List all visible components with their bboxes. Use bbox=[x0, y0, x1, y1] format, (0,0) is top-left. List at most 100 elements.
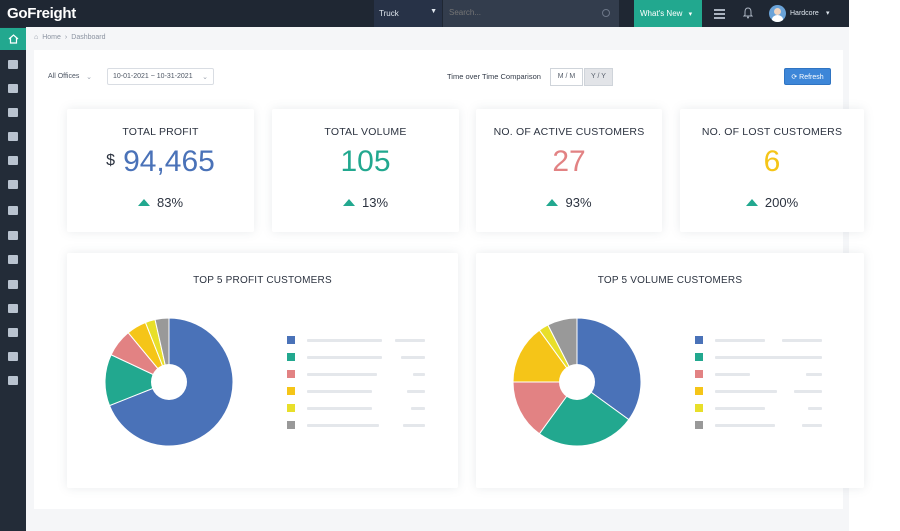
kpi-change-value: 200% bbox=[764, 195, 799, 210]
legend-label-placeholder bbox=[307, 339, 382, 342]
sidebar-item-links[interactable] bbox=[0, 369, 26, 391]
avatar[interactable] bbox=[769, 5, 786, 22]
pie-slice[interactable] bbox=[538, 381, 630, 447]
legend-label-placeholder bbox=[715, 356, 785, 359]
breadcrumb-current: Dashboard bbox=[71, 34, 106, 41]
legend-swatch bbox=[695, 336, 703, 344]
legend-item[interactable] bbox=[287, 404, 435, 413]
legend-item[interactable] bbox=[287, 353, 435, 362]
year-over-year-toggle[interactable]: Y / Y bbox=[584, 68, 613, 86]
kpi-value: 105 bbox=[272, 145, 459, 179]
chevron-down-icon: ▼ bbox=[430, 8, 437, 15]
legend-label-placeholder bbox=[715, 407, 765, 410]
legend-label-placeholder bbox=[307, 424, 379, 427]
legend-item[interactable] bbox=[695, 336, 832, 345]
kpi-value: 27 bbox=[476, 145, 662, 179]
legend-item[interactable] bbox=[695, 404, 832, 413]
legend-value-placeholder bbox=[794, 390, 822, 393]
up-triangle-icon bbox=[137, 199, 150, 206]
legend-swatch bbox=[287, 387, 295, 395]
sidebar-item-accounting[interactable] bbox=[0, 224, 26, 246]
kpi-title: NO. OF LOST CUSTOMERS bbox=[701, 126, 843, 138]
legend-swatch bbox=[287, 353, 295, 361]
home-icon[interactable]: ⌂ bbox=[34, 34, 39, 41]
legend-item[interactable] bbox=[695, 421, 832, 430]
pie-slice[interactable] bbox=[576, 317, 642, 421]
sidebar-item-cargo[interactable] bbox=[0, 173, 26, 195]
refresh-button[interactable]: ⟳ Refresh bbox=[784, 68, 831, 85]
gear-icon bbox=[8, 351, 18, 361]
kpi-change: 13% bbox=[272, 195, 459, 210]
bell-icon[interactable] bbox=[743, 7, 753, 19]
app-logo[interactable]: GoFreight bbox=[7, 5, 76, 22]
search-icon[interactable] bbox=[602, 9, 610, 17]
up-triangle-icon bbox=[342, 199, 355, 206]
chevron-down-icon[interactable]: ▾ bbox=[826, 10, 830, 17]
kpi-card-total-profit: TOTAL PROFIT $94,465 83% bbox=[67, 109, 254, 232]
chevron-down-icon: ⌄ bbox=[202, 74, 208, 81]
breadcrumb-home[interactable]: Home bbox=[42, 34, 61, 41]
legend-item[interactable] bbox=[287, 387, 435, 396]
legend-item[interactable] bbox=[695, 353, 832, 362]
sidebar-item-reports[interactable] bbox=[0, 297, 26, 319]
legend-label-placeholder bbox=[715, 424, 775, 427]
legend-swatch bbox=[287, 404, 295, 412]
legend-item[interactable] bbox=[695, 387, 832, 396]
office-select[interactable]: All Offices ⌄ bbox=[44, 69, 97, 86]
donut-hole bbox=[559, 364, 595, 400]
sidebar-item-toolbox[interactable] bbox=[0, 248, 26, 270]
top-bar: GoFreight Truck ▼ What's New ▾ Hardcore … bbox=[0, 0, 849, 27]
search-box[interactable] bbox=[443, 0, 619, 27]
legend-label-placeholder bbox=[307, 390, 372, 393]
sidebar-item-ocean-export[interactable] bbox=[0, 53, 26, 75]
kpi-title: TOTAL PROFIT bbox=[122, 126, 199, 138]
legend-label-placeholder bbox=[715, 339, 765, 342]
legend-value-placeholder bbox=[413, 373, 425, 376]
kpi-change: 200% bbox=[680, 195, 864, 210]
sidebar-item-settings[interactable] bbox=[0, 345, 26, 367]
whats-new-label: What's New bbox=[640, 9, 683, 18]
date-range-value: 10-01-2021 ~ 10-31-2021 bbox=[113, 73, 193, 80]
sidebar-item-ocean-import[interactable] bbox=[0, 77, 26, 99]
sidebar-item-truck[interactable] bbox=[0, 149, 26, 171]
legend-label-placeholder bbox=[307, 356, 382, 359]
pie-slice[interactable] bbox=[512, 381, 578, 435]
legend-item[interactable] bbox=[287, 336, 435, 345]
legend-item[interactable] bbox=[287, 421, 435, 430]
sidebar-item-air-export[interactable] bbox=[0, 101, 26, 123]
ship-icon bbox=[8, 59, 18, 69]
kpi-number: 27 bbox=[552, 145, 586, 178]
pie-slice[interactable] bbox=[512, 329, 578, 383]
legend-value-placeholder bbox=[407, 390, 425, 393]
sidebar-item-air-import[interactable] bbox=[0, 125, 26, 147]
legend-label-placeholder bbox=[307, 407, 372, 410]
sidebar-item-documents[interactable] bbox=[0, 321, 26, 343]
date-range-picker[interactable]: 10-01-2021 ~ 10-31-2021 ⌄ bbox=[107, 68, 214, 85]
legend-item[interactable] bbox=[287, 370, 435, 379]
legend-swatch bbox=[287, 370, 295, 378]
sidebar-item-home[interactable] bbox=[0, 28, 31, 50]
legend-value-placeholder bbox=[395, 339, 425, 342]
sidebar-item-contacts[interactable] bbox=[0, 273, 26, 295]
legend-value-placeholder bbox=[782, 356, 822, 359]
kpi-title: NO. OF ACTIVE CUSTOMERS bbox=[493, 126, 645, 138]
kpi-number: 6 bbox=[763, 145, 781, 178]
kpi-number: 94,465 bbox=[123, 145, 215, 178]
legend-item[interactable] bbox=[695, 370, 832, 379]
kpi-card-total-volume: TOTAL VOLUME 105 13% bbox=[272, 109, 459, 232]
whats-new-button[interactable]: What's New ▾ bbox=[634, 0, 702, 27]
document-icon bbox=[8, 327, 18, 337]
chevron-down-icon: ▾ bbox=[688, 11, 693, 18]
month-over-month-toggle[interactable]: M / M bbox=[550, 68, 583, 86]
chart-title: TOP 5 VOLUME CUSTOMERS bbox=[597, 275, 743, 286]
briefcase-icon bbox=[8, 254, 18, 264]
user-name[interactable]: Hardcore bbox=[790, 10, 819, 17]
search-input[interactable] bbox=[449, 8, 599, 17]
sidebar bbox=[0, 27, 31, 531]
mode-select[interactable]: Truck ▼ bbox=[374, 0, 442, 27]
link-icon bbox=[8, 375, 18, 385]
sidebar-item-warehouse[interactable] bbox=[0, 199, 26, 221]
pie-chart-profit bbox=[104, 317, 234, 447]
home-icon bbox=[8, 34, 18, 44]
list-icon[interactable] bbox=[714, 9, 725, 19]
